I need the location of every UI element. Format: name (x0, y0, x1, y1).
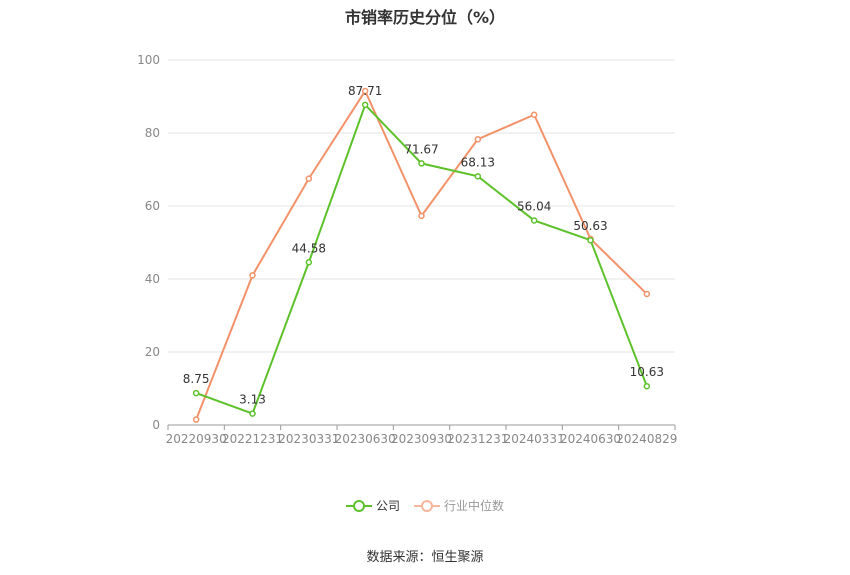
legend-item-company[interactable]: 公司 (345, 497, 400, 514)
company-data-label: 56.04 (517, 199, 551, 213)
company-data-label: 50.63 (573, 219, 607, 233)
x-tick-label: 20220930 (166, 432, 227, 446)
legend-item-industry[interactable]: 行业中位数 (414, 497, 504, 514)
legend-industry-label: 行业中位数 (444, 499, 505, 513)
industry-data-point[interactable] (643, 290, 651, 298)
y-tick-label: 0 (152, 418, 160, 432)
y-tick-label: 80 (145, 126, 160, 140)
x-tick-label: 20240331 (504, 432, 565, 446)
x-tick-label: 20240630 (560, 432, 621, 446)
x-tick-label: 20230630 (335, 432, 396, 446)
industry-data-point[interactable] (474, 135, 482, 143)
company-data-label: 87.71 (348, 84, 382, 98)
company-data-label: 8.75 (183, 372, 210, 386)
industry-data-point[interactable] (418, 212, 425, 220)
company-data-label: 68.13 (461, 155, 495, 169)
y-tick-label: 20 (145, 345, 160, 359)
industry-data-point[interactable] (361, 87, 369, 95)
company-data-point[interactable] (305, 259, 313, 266)
data-labels: 8.75 3.13 44.58 87.71 71.67 68.13 56.04 50.63 10… (183, 84, 664, 407)
y-axis: 0 20 40 60 80 100 (137, 53, 160, 432)
x-tick-label: 20230930 (391, 432, 452, 446)
y-tick-label: 60 (145, 199, 160, 213)
company-data-label: 44.58 (292, 241, 326, 255)
x-tick-label: 20231231 (447, 432, 508, 446)
company-data-point[interactable] (192, 389, 200, 397)
y-tick-label: 40 (145, 272, 160, 286)
x-axis: 2022093020221231202303312023063020230930… (166, 425, 677, 446)
industry-series-line (195, 88, 648, 420)
industry-data-point[interactable] (192, 416, 200, 423)
industry-data-point[interactable] (530, 111, 538, 118)
x-tick-label: 20221231 (222, 432, 283, 446)
legend-industry-icon (414, 499, 440, 512)
x-tick-label: 20240829 (616, 432, 677, 446)
legend-company-label: 公司 (375, 499, 400, 513)
company-data-point[interactable] (474, 173, 482, 180)
company-data-point[interactable] (249, 410, 256, 417)
company-data-label: 3.13 (239, 393, 266, 407)
company-data-point[interactable] (418, 160, 425, 167)
company-data-point[interactable] (643, 382, 651, 390)
legend: 公司 行业中位数 (0, 497, 850, 514)
industry-data-point[interactable] (305, 175, 313, 182)
grid-lines (168, 59, 675, 426)
company-data-point[interactable] (587, 236, 594, 244)
company-data-point[interactable] (361, 101, 369, 109)
chart-title: 市销率历史分位（%） (344, 8, 506, 27)
company-data-point[interactable] (530, 217, 538, 224)
series-group (192, 87, 651, 423)
company-data-label: 10.63 (630, 365, 664, 379)
x-tick-label: 20230331 (278, 432, 339, 446)
company-data-label: 71.67 (404, 142, 438, 156)
data-source: 数据来源：恒生聚源 (366, 550, 484, 565)
legend-company-icon (345, 499, 372, 512)
y-tick-label: 100 (137, 53, 160, 67)
industry-data-point[interactable] (249, 272, 256, 279)
